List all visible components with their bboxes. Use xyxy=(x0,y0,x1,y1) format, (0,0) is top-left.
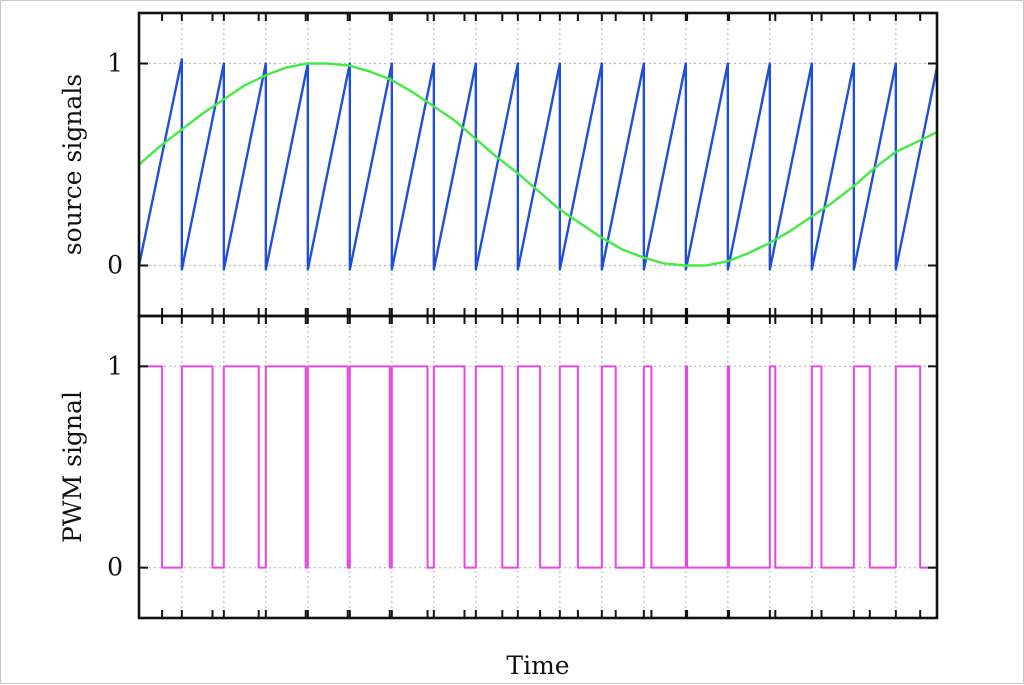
y-tick-label-1-1: 1 xyxy=(107,351,123,380)
frame-layer xyxy=(137,11,939,620)
y-tick-label-0-1: 1 xyxy=(107,49,123,78)
x-axis-label: Time xyxy=(506,651,569,680)
y-axis-label-0: source signals xyxy=(58,74,87,255)
series-line-sine xyxy=(137,62,939,267)
series-line-pwm xyxy=(138,365,938,569)
y-tick-label-1-0: 0 xyxy=(107,553,123,582)
y-tick-label-0-0: 0 xyxy=(107,251,123,280)
series-layer xyxy=(137,58,939,569)
tick-layer xyxy=(139,13,937,618)
series-line-sawtooth xyxy=(137,58,939,271)
label-layer: 0 1 source signals 0 1 PWM signal Time xyxy=(58,49,570,681)
plot-frame-1 xyxy=(137,314,939,620)
plot-frame-0 xyxy=(137,11,939,318)
y-axis-label-1: PWM signal xyxy=(58,391,87,543)
